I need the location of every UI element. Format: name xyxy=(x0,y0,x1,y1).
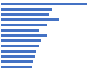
Bar xyxy=(1,29,39,32)
Bar xyxy=(1,45,39,47)
Bar xyxy=(1,50,36,53)
Bar xyxy=(1,39,41,42)
Bar xyxy=(1,3,87,5)
Bar xyxy=(1,60,33,63)
Bar xyxy=(1,18,59,21)
Bar xyxy=(1,8,52,11)
Bar xyxy=(1,34,47,37)
Bar xyxy=(1,24,47,26)
Bar xyxy=(1,66,32,68)
Bar xyxy=(1,13,49,16)
Bar xyxy=(1,55,35,58)
